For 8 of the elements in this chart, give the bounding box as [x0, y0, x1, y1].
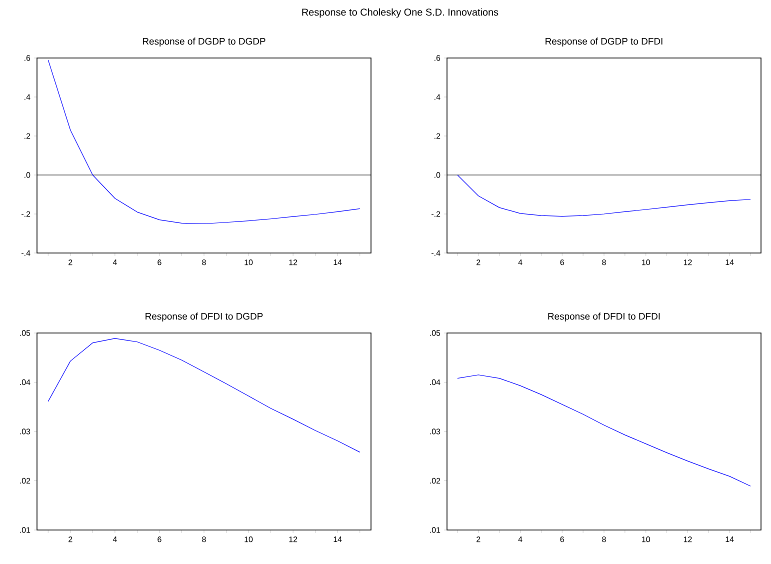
chart-title: Response of DGDP to DGDP	[142, 38, 266, 46]
chart-title: Response of DFDI to DGDP	[146, 312, 263, 322]
line-series	[457, 174, 751, 217]
line-series	[48, 338, 360, 452]
chart-title: Response of DGDP to DFDI	[546, 38, 662, 46]
text: Response to Cholesky One S.D. Innovations	[302, 8, 498, 18]
chart-title: Response of DFDI to DFDI	[548, 312, 660, 322]
line-series	[48, 60, 360, 224]
